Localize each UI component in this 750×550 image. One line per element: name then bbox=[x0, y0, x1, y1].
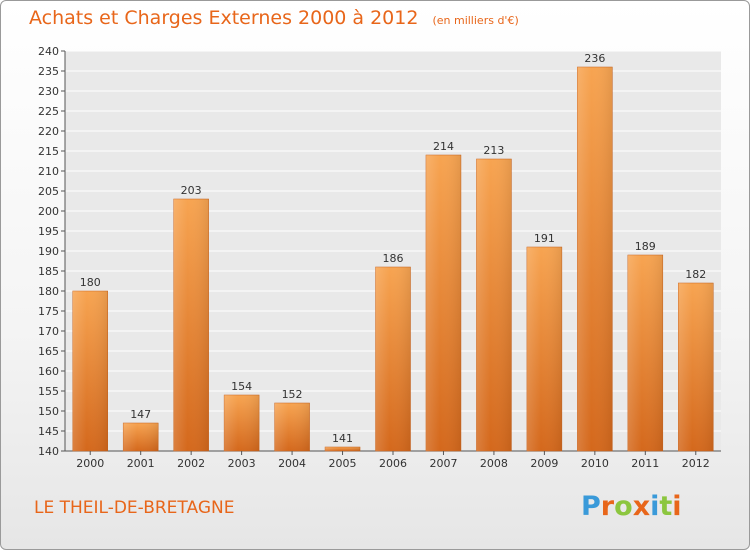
x-tick-label: 2007 bbox=[429, 457, 457, 470]
y-tick-label: 230 bbox=[38, 85, 59, 98]
x-tick-label: 2006 bbox=[379, 457, 407, 470]
y-tick-label: 150 bbox=[38, 405, 59, 418]
logo-letter: P bbox=[581, 491, 601, 522]
x-tick-label: 2004 bbox=[278, 457, 306, 470]
x-tick-label: 2005 bbox=[329, 457, 357, 470]
y-tick-label: 210 bbox=[38, 165, 59, 178]
x-tick-label: 2011 bbox=[631, 457, 659, 470]
y-tick-label: 205 bbox=[38, 185, 59, 198]
x-tick-label: 2000 bbox=[76, 457, 104, 470]
logo-letter: x bbox=[632, 491, 651, 522]
bar-shade bbox=[123, 423, 159, 451]
y-tick-label: 220 bbox=[38, 125, 59, 138]
x-tick-label: 2001 bbox=[127, 457, 155, 470]
x-tick-label: 2002 bbox=[177, 457, 205, 470]
y-tick-label: 140 bbox=[38, 445, 59, 458]
chart-unit: (en milliers d'€) bbox=[432, 14, 519, 27]
y-tick-label: 175 bbox=[38, 305, 59, 318]
data-label: 189 bbox=[635, 240, 656, 253]
x-tick-label: 2012 bbox=[682, 457, 710, 470]
y-tick-label: 145 bbox=[38, 425, 59, 438]
data-label: 182 bbox=[685, 268, 706, 281]
y-tick-label: 235 bbox=[38, 65, 59, 78]
bar-shade bbox=[274, 403, 310, 451]
y-tick-label: 165 bbox=[38, 345, 59, 358]
y-tick-label: 225 bbox=[38, 105, 59, 118]
y-tick-label: 155 bbox=[38, 385, 59, 398]
logo-letter: i bbox=[672, 491, 682, 522]
data-label: 154 bbox=[231, 380, 252, 393]
bar-shade bbox=[476, 159, 512, 451]
y-tick-label: 190 bbox=[38, 245, 59, 258]
logo-letter: r bbox=[600, 491, 615, 522]
logo-letter: o bbox=[614, 491, 633, 522]
bar-shade bbox=[72, 291, 108, 451]
x-tick-label: 2009 bbox=[530, 457, 558, 470]
data-label: 236 bbox=[584, 52, 605, 65]
data-label: 186 bbox=[383, 252, 404, 265]
y-tick-label: 200 bbox=[38, 205, 59, 218]
bar-shade bbox=[325, 447, 361, 451]
y-tick-label: 240 bbox=[38, 45, 59, 58]
bar-shade bbox=[678, 283, 714, 451]
bar-shade bbox=[173, 199, 209, 451]
logo-letter: i bbox=[650, 491, 660, 522]
data-label: 180 bbox=[80, 276, 101, 289]
bar-shade bbox=[526, 247, 562, 451]
data-label: 203 bbox=[181, 184, 202, 197]
data-label: 213 bbox=[483, 144, 504, 157]
y-tick-label: 170 bbox=[38, 325, 59, 338]
data-label: 141 bbox=[332, 432, 353, 445]
y-tick-label: 160 bbox=[38, 365, 59, 378]
data-label: 147 bbox=[130, 408, 151, 421]
bar-shade bbox=[425, 155, 461, 451]
bar-shade bbox=[375, 267, 411, 451]
y-tick-label: 185 bbox=[38, 265, 59, 278]
x-tick-label: 2003 bbox=[228, 457, 256, 470]
data-label: 214 bbox=[433, 140, 454, 153]
chart-title-text: Achats et Charges Externes 2000 à 2012 bbox=[29, 7, 419, 29]
bar-shade bbox=[224, 395, 260, 451]
bar-shade bbox=[627, 255, 663, 451]
bar-shade bbox=[577, 67, 613, 451]
y-tick-label: 180 bbox=[38, 285, 59, 298]
y-tick-label: 195 bbox=[38, 225, 59, 238]
y-tick-label: 215 bbox=[38, 145, 59, 158]
data-label: 191 bbox=[534, 232, 555, 245]
x-tick-label: 2008 bbox=[480, 457, 508, 470]
data-label: 152 bbox=[282, 388, 303, 401]
proxiti-logo: Proxiti bbox=[581, 491, 682, 522]
place-name: LE THEIL-DE-BRETAGNE bbox=[34, 498, 235, 518]
logo-letter: t bbox=[659, 491, 673, 522]
chart-title: Achats et Charges Externes 2000 à 2012 (e… bbox=[29, 7, 519, 29]
x-tick-label: 2010 bbox=[581, 457, 609, 470]
